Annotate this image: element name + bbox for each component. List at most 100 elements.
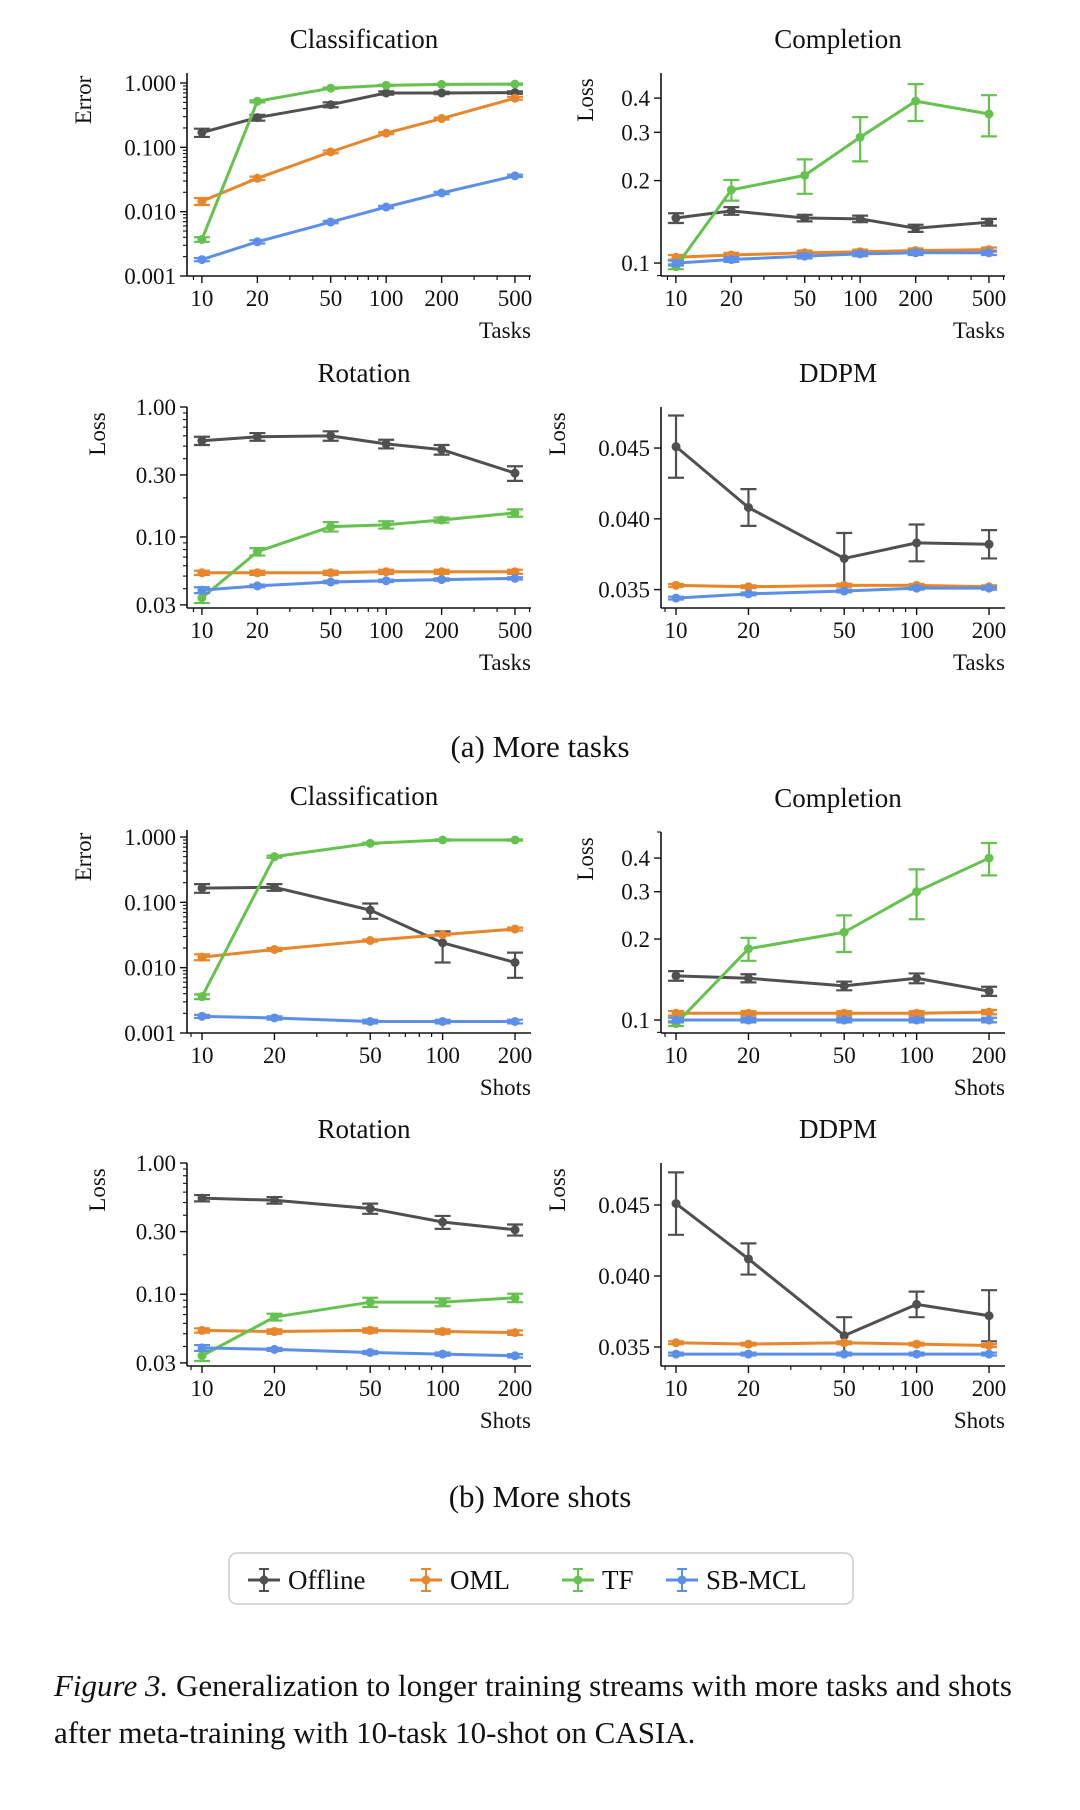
y-tick-label: 1.000 <box>124 71 176 96</box>
data-point <box>855 214 865 224</box>
data-point <box>743 1008 753 1018</box>
x-tick-label: 10 <box>665 618 688 643</box>
data-point <box>197 1193 207 1203</box>
y-tick-label: 0.010 <box>124 200 176 225</box>
series-offline <box>193 88 523 139</box>
data-point <box>671 442 681 452</box>
series-line <box>676 1341 990 1348</box>
x-tick-label: 200 <box>972 618 1007 643</box>
x-tick-label: 50 <box>833 1376 856 1401</box>
panel-title: DDPM <box>799 358 877 388</box>
y-tick-label: 0.040 <box>598 1264 650 1289</box>
x-tick-label: 100 <box>369 286 404 311</box>
data-point <box>326 522 336 532</box>
legend-marker-dot <box>677 1575 687 1585</box>
data-point <box>510 1016 520 1026</box>
data-point <box>252 173 262 183</box>
series-tf <box>667 83 997 272</box>
legend-label: Offline <box>288 1565 365 1595</box>
y-tick-label: 0.035 <box>598 1335 650 1360</box>
legend-marker-dot <box>421 1575 431 1585</box>
data-point <box>855 132 865 142</box>
panel-title: DDPM <box>799 1114 877 1144</box>
panel-title: Completion <box>774 24 902 54</box>
data-point <box>839 1008 849 1018</box>
data-point <box>984 1349 994 1359</box>
data-point <box>743 973 753 983</box>
data-point <box>510 468 520 478</box>
y-tick-label: 1.000 <box>124 825 176 850</box>
y-tick-label: 0.100 <box>124 890 176 915</box>
y-axis-label: Loss <box>573 78 598 122</box>
data-point <box>269 944 279 954</box>
series-oml <box>668 580 998 592</box>
x-tick-label: 100 <box>899 618 934 643</box>
data-point <box>912 583 922 593</box>
data-point <box>438 1016 448 1026</box>
x-axis-label: Shots <box>480 1408 531 1433</box>
data-point <box>252 96 262 106</box>
legend-item-offline: Offline <box>248 1565 365 1595</box>
panel-a-classification: Classification Error Tasks 10 20 50 100 200 500 0… <box>71 24 532 343</box>
panel-a-completion: Completion Loss Tasks 10 20 50 100 200 500 0.1 0.2… <box>573 24 1006 343</box>
series-oml <box>668 1007 998 1018</box>
x-axis-label: Shots <box>954 1408 1005 1433</box>
x-tick-label: 20 <box>737 1376 760 1401</box>
x-tick-label: 200 <box>424 618 459 643</box>
data-point <box>197 952 207 962</box>
x-tick-label: 200 <box>972 1043 1007 1068</box>
series-offline <box>193 430 523 482</box>
data-point <box>437 188 447 198</box>
x-tick-label: 20 <box>737 618 760 643</box>
series-sb-mcl <box>668 1015 998 1025</box>
data-point <box>326 147 336 157</box>
x-tick-label: 10 <box>665 1043 688 1068</box>
panel-b-ddpm: DDPM Loss Shots 10 20 50 100 200 0.035 0.040 0.045 <box>545 1114 1006 1433</box>
data-point <box>912 1339 922 1349</box>
series-line <box>675 251 989 265</box>
data-point <box>984 217 994 227</box>
data-point <box>252 432 262 442</box>
data-point <box>743 1015 753 1025</box>
series-sb-mcl <box>193 573 523 595</box>
data-point <box>743 1349 753 1359</box>
data-point <box>510 957 520 967</box>
data-point <box>269 882 279 892</box>
data-point <box>984 1007 994 1017</box>
series-oml <box>193 567 523 578</box>
x-tick-label: 20 <box>737 1043 760 1068</box>
data-point <box>510 835 520 845</box>
data-point <box>800 170 810 180</box>
x-axis-label: Tasks <box>953 650 1005 675</box>
figure-caption: Figure 3. Generalization to longer train… <box>54 1662 1054 1756</box>
y-tick-label: 0.001 <box>124 1021 176 1046</box>
data-point <box>197 234 207 244</box>
data-point <box>437 567 447 577</box>
data-point <box>726 185 736 195</box>
data-point <box>438 1297 448 1307</box>
data-point <box>437 114 447 124</box>
y-tick-label: 0.2 <box>621 927 650 952</box>
data-point <box>984 1341 994 1351</box>
data-point <box>671 971 681 981</box>
series-tf <box>194 835 524 1002</box>
data-point <box>855 249 865 259</box>
series-line <box>675 445 990 560</box>
data-point <box>510 567 520 577</box>
data-point <box>438 930 448 940</box>
series-line <box>675 586 990 600</box>
series-oml <box>194 1325 524 1338</box>
data-point <box>438 1349 448 1359</box>
x-tick-label: 500 <box>972 286 1007 311</box>
y-tick-label: 0.100 <box>124 135 176 160</box>
data-point <box>911 96 921 106</box>
data-point <box>269 1327 279 1337</box>
data-point <box>381 567 391 577</box>
x-axis-label: Tasks <box>479 650 531 675</box>
legend-item-oml: OML <box>410 1565 510 1595</box>
x-axis-label: Shots <box>480 1075 531 1100</box>
data-point <box>743 1254 753 1264</box>
data-point <box>197 196 207 206</box>
data-point <box>252 237 262 247</box>
